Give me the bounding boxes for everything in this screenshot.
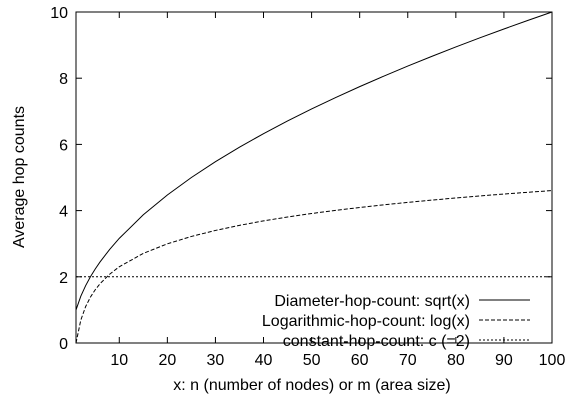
x-tick-label: 80 [447,352,465,369]
y-tick-label: 0 [59,336,68,353]
x-tick-label: 10 [110,352,128,369]
x-tick-label: 90 [495,352,513,369]
series-line-1 [75,11,553,311]
y-tick-label: 8 [59,71,68,88]
legend-label-1: Diameter-hop-count: sqrt(x) [274,293,470,310]
y-tick-label: 4 [59,204,68,221]
y-axis: 0 2 4 6 8 10 [50,5,552,353]
x-axis-label: x: n (number of nodes) or m (area size) [173,377,450,394]
series-layer [75,11,553,344]
y-axis-label: Average hop counts [11,106,28,248]
plot-frame [75,11,553,344]
x-tick-label: 100 [539,352,566,369]
legend-label-3: constant-hop-count: c (=2) [283,333,470,350]
legend-label-2: Logarithmic-hop-count: log(x) [262,313,470,330]
y-tick-label: 2 [59,270,68,287]
x-tick-label: 60 [351,352,369,369]
x-tick-label: 50 [303,352,321,369]
x-tick-label: 40 [255,352,273,369]
x-tick-label: 20 [158,352,176,369]
x-axis: 10 20 30 40 50 60 70 80 90 100 [110,12,565,369]
series-line-2 [75,190,553,344]
y-tick-label: 6 [59,137,68,154]
x-tick-label: 30 [207,352,225,369]
legend: Diameter-hop-count: sqrt(x) Logarithmic-h… [262,293,530,350]
y-tick-label: 10 [50,5,68,22]
x-tick-label: 70 [399,352,417,369]
